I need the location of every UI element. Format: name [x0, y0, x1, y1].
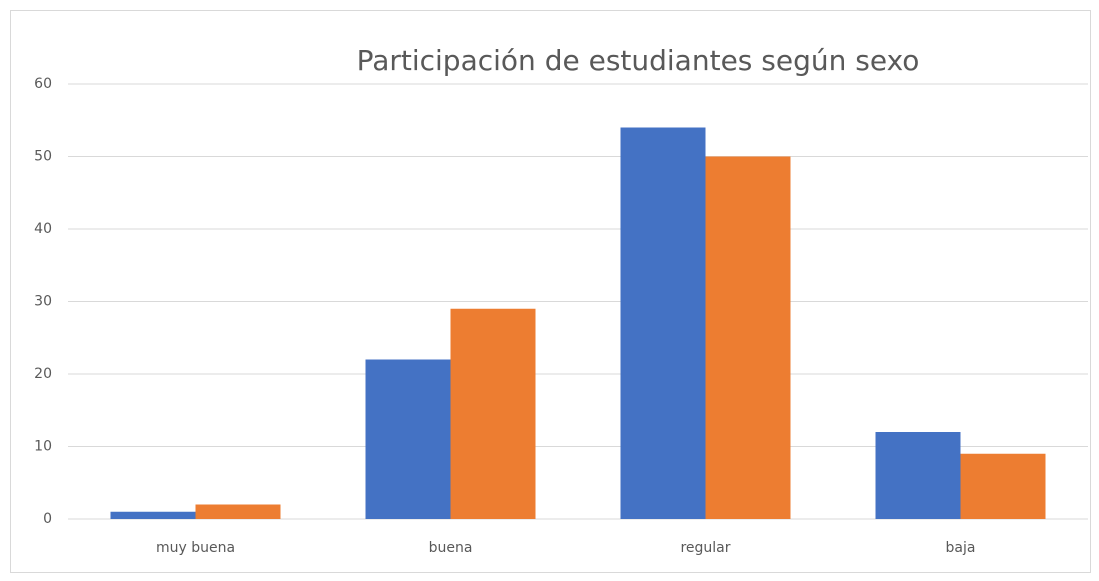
- bar: [960, 453, 1046, 519]
- y-tick-label: 50: [34, 149, 52, 165]
- bar: [705, 156, 791, 519]
- y-tick-label: 20: [34, 366, 52, 382]
- bar: [620, 127, 706, 519]
- y-tick-label: 10: [34, 439, 52, 455]
- x-tick-label: buena: [429, 540, 473, 556]
- bar: [875, 432, 961, 519]
- x-tick-label: muy buena: [156, 540, 235, 556]
- y-tick-label: 0: [43, 511, 52, 527]
- bar: [450, 308, 536, 519]
- y-tick-label: 30: [34, 294, 52, 310]
- y-tick-label: 40: [34, 221, 52, 237]
- chart-title: Participación de estudiantes según sexo: [357, 44, 920, 77]
- y-tick-label: 60: [34, 76, 52, 92]
- bar: [195, 504, 281, 519]
- x-tick-label: baja: [946, 540, 976, 556]
- bar: [110, 511, 196, 519]
- bar: [365, 359, 451, 519]
- x-tick-label: regular: [680, 540, 730, 556]
